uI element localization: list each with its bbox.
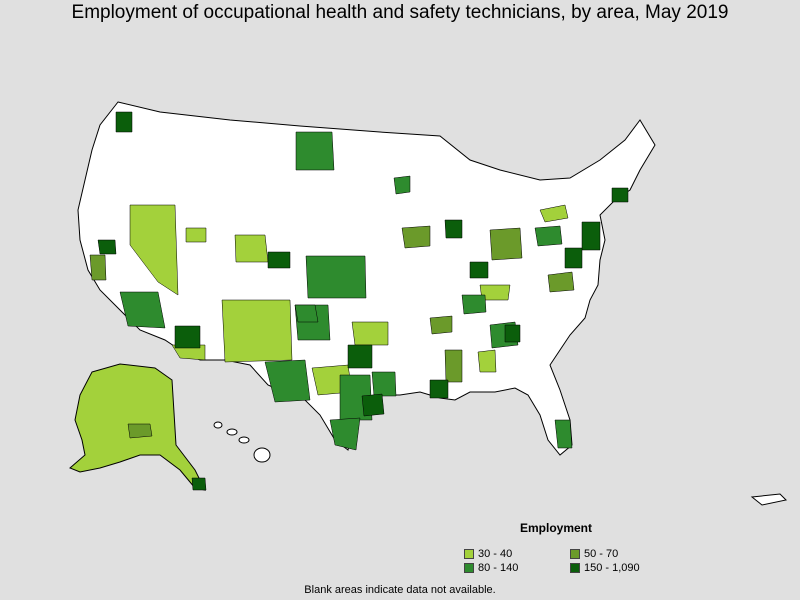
region-ohio-south [469, 261, 489, 279]
region-massachusetts [611, 187, 629, 203]
region-mississippi [444, 349, 463, 383]
legend-item-150-1090: 150 - 1,090 [570, 562, 640, 574]
region-new-orleans [429, 379, 449, 399]
region-texas-houston [361, 393, 385, 417]
region-wyoming [267, 251, 291, 269]
region-ca-central [89, 254, 107, 281]
legend-swatch [570, 563, 580, 573]
legend-label: 30 - 40 [478, 548, 513, 560]
legend-label: 150 - 1,090 [584, 562, 640, 574]
region-wisconsin [393, 175, 411, 195]
legend-label: 80 - 140 [478, 562, 519, 574]
map-title: Employment of occupational health and sa… [71, 2, 729, 23]
legend-swatch [464, 563, 474, 573]
legend-item-80-140: 80 - 140 [464, 562, 518, 574]
region-arkansas [351, 321, 389, 346]
region-colorado [185, 227, 207, 243]
region-dallas [347, 344, 373, 369]
region-alaska-south [127, 423, 153, 439]
legend-swatch [464, 549, 474, 559]
region-texas-gulf [329, 417, 361, 451]
region-nevada [129, 204, 179, 296]
region-colorado-south [294, 304, 319, 323]
region-ohio [489, 227, 523, 261]
legend-item-50-70: 50 - 70 [570, 548, 618, 560]
region-nj-nyc [581, 221, 601, 251]
legend-title: Employment [520, 521, 593, 535]
region-utah-north [234, 234, 269, 263]
puerto-rico-outline [750, 493, 788, 506]
region-alabama [477, 349, 497, 373]
region-ca-south [119, 291, 166, 329]
region-washington-north [115, 111, 133, 133]
region-texas-west [264, 359, 311, 403]
region-ca-north [97, 239, 117, 255]
region-alaska-southeast [191, 477, 207, 491]
region-ny-west [539, 204, 569, 223]
region-kansas [305, 255, 367, 299]
region-kentucky-west [461, 294, 487, 315]
footnote: Blank areas indicate data not available. [304, 584, 496, 596]
region-pennsylvania [534, 225, 563, 247]
region-maryland [564, 247, 583, 269]
region-virginia [547, 271, 575, 293]
region-florida [554, 419, 573, 449]
region-north-dakota [295, 131, 335, 171]
region-indiana [444, 219, 463, 239]
employment-regions [89, 111, 629, 491]
region-tennessee-east [504, 324, 521, 343]
legend: Employment 30 - 40 50 - 70 80 - 140 150 … [462, 521, 662, 581]
region-tennessee [429, 315, 453, 335]
region-arizona-central [174, 325, 201, 349]
hawaii-islands [213, 421, 271, 463]
legend-swatch [570, 549, 580, 559]
region-new-mexico [221, 299, 293, 363]
legend-item-30-40: 30 - 40 [464, 548, 512, 560]
legend-label: 50 - 70 [584, 548, 619, 560]
region-louisiana [371, 371, 397, 397]
region-illinois [401, 225, 431, 249]
